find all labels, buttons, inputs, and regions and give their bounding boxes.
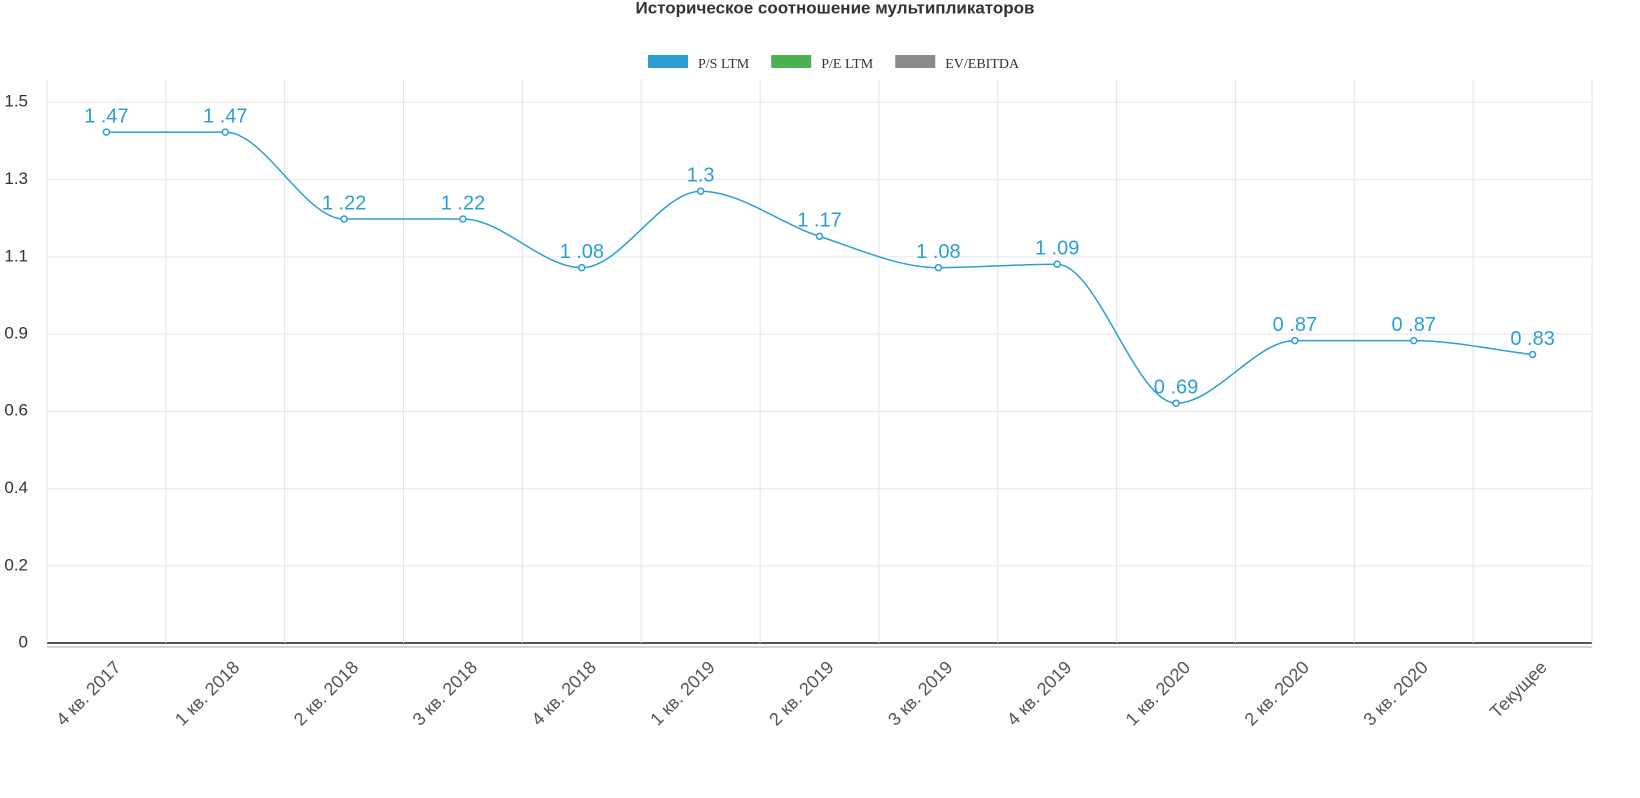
y-tick-label: 1.1 xyxy=(4,246,28,265)
data-label: 0 .87 xyxy=(1273,314,1317,336)
x-tick-label: 3 кв. 2020 xyxy=(1359,657,1431,729)
x-tick-label: 2 кв. 2020 xyxy=(1241,657,1313,729)
data-point xyxy=(459,215,467,223)
data-point xyxy=(815,232,824,241)
data-label: 0 .87 xyxy=(1391,314,1435,336)
x-tick-label: 4 кв. 2019 xyxy=(1003,657,1075,729)
data-point xyxy=(1291,336,1299,345)
legend-label: P/E LTM xyxy=(821,57,874,72)
series-line xyxy=(106,131,1533,404)
x-tick-label: 1 кв. 2019 xyxy=(646,657,718,729)
data-point xyxy=(578,263,586,272)
data-point xyxy=(934,263,943,272)
y-tick-label: 1.5 xyxy=(4,92,28,111)
y-tick-label: 0.4 xyxy=(4,478,28,497)
data-label: 0 .69 xyxy=(1154,376,1198,398)
legend-swatch xyxy=(895,55,936,68)
chart-title: Историческое соотношение мультипликаторо… xyxy=(636,0,1035,17)
y-tick-label: 0 xyxy=(19,632,28,651)
data-label: 1 .09 xyxy=(1035,237,1079,259)
y-tick-label: 0.9 xyxy=(4,324,28,343)
x-tick-label: 3 кв. 2018 xyxy=(409,657,481,729)
data-label: 1 .22 xyxy=(322,192,366,214)
legend-swatch xyxy=(771,55,812,68)
data-label: 1 .08 xyxy=(916,241,960,263)
legend-label: EV/EBITDA xyxy=(945,57,1020,72)
data-point xyxy=(696,187,705,195)
y-tick-label: 0.2 xyxy=(4,555,28,574)
x-tick-label: 2 кв. 2019 xyxy=(765,657,837,729)
x-tick-label: 4 кв. 2018 xyxy=(528,657,600,729)
y-tick-label: 0.6 xyxy=(4,401,28,420)
data-label: 1.3 xyxy=(687,164,715,186)
data-point xyxy=(221,128,230,136)
data-point xyxy=(1528,350,1537,359)
data-label: 0 .83 xyxy=(1510,328,1554,350)
data-point xyxy=(1172,399,1180,407)
data-label: 1 .47 xyxy=(84,105,128,127)
x-tick-label: Текущее xyxy=(1486,657,1551,722)
data-label: 1 .17 xyxy=(797,210,841,232)
x-tick-label: 1 кв. 2020 xyxy=(1122,657,1194,729)
data-point xyxy=(1053,260,1061,268)
x-tick-label: 4 кв. 2017 xyxy=(52,657,124,729)
data-point xyxy=(1409,336,1418,345)
data-point xyxy=(102,128,111,136)
y-tick-label: 1.3 xyxy=(4,169,28,188)
data-label: 1 .47 xyxy=(203,105,247,127)
x-tick-label: 2 кв. 2018 xyxy=(290,657,362,729)
legend-swatch xyxy=(648,55,688,68)
x-tick-label: 3 кв. 2019 xyxy=(884,657,956,729)
data-label: 1 .22 xyxy=(441,192,485,214)
data-point xyxy=(340,215,348,223)
data-label: 1 .08 xyxy=(560,241,604,263)
legend-label: P/S LTM xyxy=(698,57,750,72)
x-tick-label: 1 кв. 2018 xyxy=(171,657,243,729)
